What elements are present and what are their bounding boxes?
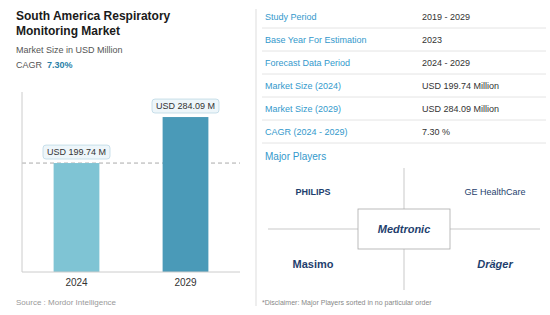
table-key: Study Period bbox=[265, 12, 317, 22]
table-separator bbox=[262, 143, 546, 144]
player: PHILIPS bbox=[295, 187, 330, 197]
disclaimer: *Disclaimer: Major Players sorted in no … bbox=[262, 299, 432, 307]
table-value: 7.30 % bbox=[422, 127, 450, 137]
data-label: USD 284.09 M bbox=[156, 101, 215, 111]
players-label: Major Players bbox=[265, 151, 326, 162]
table-value: 2019 - 2029 bbox=[422, 12, 470, 22]
x-tick-label: 2029 bbox=[174, 277, 197, 288]
player: Dräger bbox=[477, 258, 513, 270]
table-separator bbox=[262, 97, 546, 98]
players-box bbox=[358, 209, 450, 249]
data-label-group: USD 284.09 M bbox=[152, 99, 219, 113]
title: South America Respiratory bbox=[16, 9, 171, 23]
chart: South America RespiratoryMonitoring Mark… bbox=[0, 0, 550, 315]
x-axis bbox=[22, 272, 240, 273]
table-key: CAGR (2024 - 2029) bbox=[265, 127, 348, 137]
player: GE HealthCare bbox=[464, 187, 525, 197]
table-separator bbox=[262, 74, 546, 75]
subtitle: Market Size in USD Million bbox=[16, 45, 123, 55]
player: Medtronic bbox=[378, 223, 431, 235]
title: Monitoring Market bbox=[16, 24, 120, 38]
cagr-value: 7.30% bbox=[47, 60, 73, 70]
source: Source : Mordor Intelligence bbox=[16, 298, 117, 307]
background bbox=[0, 0, 550, 315]
table-separator bbox=[262, 120, 546, 121]
table-separator bbox=[262, 28, 546, 29]
x-tick-label: 2024 bbox=[65, 277, 88, 288]
table-value: USD 199.74 Million bbox=[422, 81, 499, 91]
table-value: 2024 - 2029 bbox=[422, 58, 470, 68]
data-label-box bbox=[43, 145, 110, 159]
player: Masimo bbox=[293, 258, 334, 270]
table-value: USD 284.09 Million bbox=[422, 104, 499, 114]
marks bbox=[22, 117, 240, 272]
table-key: Base Year For Estimation bbox=[265, 35, 367, 45]
bar bbox=[163, 117, 209, 272]
data-label: USD 199.74 M bbox=[47, 147, 106, 157]
cagr-label: CAGR bbox=[16, 60, 43, 70]
bar bbox=[54, 163, 100, 272]
table-value: 2023 bbox=[422, 35, 442, 45]
data-label-box bbox=[152, 99, 219, 113]
table-separator bbox=[262, 51, 546, 52]
table-key: Market Size (2024) bbox=[265, 81, 341, 91]
cagr: CAGR 7.30% bbox=[16, 60, 73, 70]
table-key: Market Size (2029) bbox=[265, 104, 341, 114]
table-key: Forecast Data Period bbox=[265, 58, 350, 68]
data-label-group: USD 199.74 M bbox=[43, 145, 110, 159]
y-axis bbox=[22, 92, 23, 272]
divider bbox=[256, 9, 257, 306]
